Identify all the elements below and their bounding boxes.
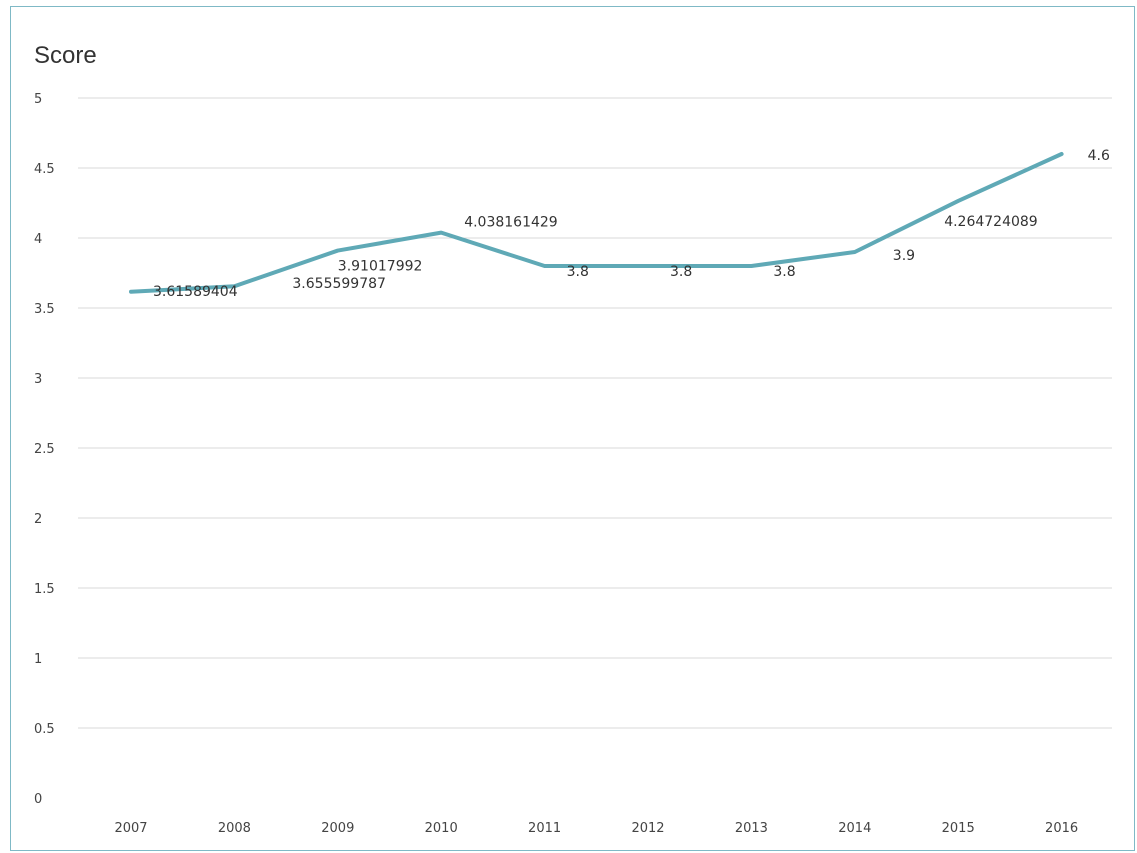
series-lines	[129, 152, 1064, 294]
series-line	[129, 152, 1064, 294]
data-label: 3.9	[893, 248, 915, 264]
y-tick-label: 2.5	[34, 442, 55, 457]
x-tick-label: 2011	[528, 821, 561, 836]
y-tick-label: 1.5	[34, 582, 55, 597]
y-axis-ticks: 0 0.5 1 1.5 2 2.5 3 3.5 4 4.5 5	[34, 92, 55, 807]
data-label: 3.8	[773, 264, 795, 280]
data-label: 3.655599787	[292, 276, 386, 292]
y-tick-label: 3	[34, 372, 42, 387]
x-tick-label: 2015	[942, 821, 975, 836]
y-tick-label: 4.5	[34, 162, 55, 177]
x-tick-label: 2012	[631, 821, 664, 836]
y-axis-title: Score	[34, 42, 97, 69]
y-tick-label: 1	[34, 652, 42, 667]
x-tick-label: 2016	[1045, 821, 1078, 836]
data-label: 3.8	[567, 264, 589, 280]
x-tick-label: 2013	[735, 821, 768, 836]
gridlines	[78, 97, 1112, 729]
data-label: 3.61589404	[153, 284, 238, 300]
chart-frame	[10, 6, 1135, 851]
y-tick-label: 5	[34, 92, 42, 107]
y-tick-label: 4	[34, 232, 42, 247]
data-label: 3.91017992	[338, 259, 423, 275]
data-label: 3.8	[670, 264, 692, 280]
y-tick-label: 2	[34, 512, 42, 527]
x-axis-ticks: 2007 2008 2009 2010 2011 2012 2013 2014 2015 2016	[114, 821, 1078, 836]
data-label: 4.264724089	[944, 214, 1038, 230]
x-tick-label: 2008	[218, 821, 251, 836]
y-tick-label: 3.5	[34, 302, 55, 317]
data-label: 4.6	[1088, 148, 1110, 164]
data-label: 4.038161429	[464, 215, 558, 231]
x-tick-label: 2009	[321, 821, 354, 836]
x-tick-label: 2010	[425, 821, 458, 836]
y-tick-label: 0.5	[34, 722, 55, 737]
x-tick-label: 2007	[114, 821, 147, 836]
x-tick-label: 2014	[838, 821, 871, 836]
y-tick-label: 0	[34, 792, 42, 807]
